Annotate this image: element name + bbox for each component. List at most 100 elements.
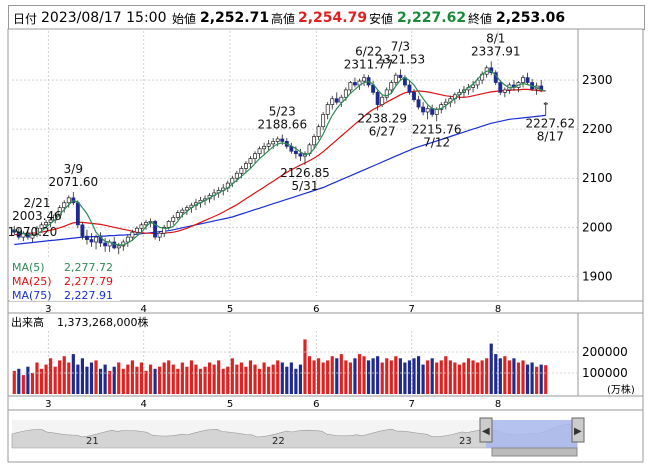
volume-bar [26,366,30,394]
volume-bar [444,356,448,394]
volume-bar [539,364,543,394]
volume-bar [67,362,71,394]
volume-bar [235,364,239,394]
low-value: 2,227.62 [397,10,467,26]
price-annotation: 2311.77 [344,57,394,71]
candle-body [443,101,448,105]
volume-bar [503,356,507,394]
chevron-right-icon: ▶ [574,426,582,437]
candle-body [398,74,403,78]
price-annotation: 2227.62 [525,117,575,131]
navigator-left-handle[interactable] [479,417,493,443]
price-annotation: 2337.91 [471,44,521,58]
candle-body [316,126,321,137]
candle-body [253,153,257,159]
candle-body [348,82,353,91]
volume-bar [117,362,121,394]
price-annotation: 1970.20 [8,225,58,239]
candle-body [412,91,416,101]
navigator-selection[interactable] [486,420,577,448]
month-label: 6 [313,304,319,315]
ma-legend: MA(5) 2,277.72 MA(25) 2,277.79 MA(75) 2,… [10,259,120,302]
volume-bar [494,354,498,394]
volume-bar [466,358,471,394]
candle-body [48,219,53,223]
volume-bar [39,368,44,394]
navigator[interactable]: ◀ ▶ 21 22 23 [11,417,585,457]
volume-bar [130,360,134,394]
candle-body [130,231,135,238]
candle-body [271,141,276,145]
volume-bar [366,360,371,394]
candle-body [380,96,385,105]
volume-label: 出来高 [11,315,44,329]
navigator-scrollbar-thumb[interactable] [491,447,578,457]
volume-bar [35,362,39,394]
candle-body [334,98,339,103]
volume-bar [398,358,402,394]
volume-bar [330,356,334,394]
volume-bar [167,360,171,394]
volume-bar [403,362,407,394]
volume-bar [521,360,525,394]
candle-body [25,232,30,238]
candle-body [230,177,235,184]
open-value: 2,252.71 [200,10,270,26]
volume-bar [535,366,539,394]
volume-bar [153,368,157,394]
volume-bar [49,358,53,394]
candle-body [85,235,89,240]
volume-bar [407,360,412,394]
candle-body [266,143,271,147]
candle-body [262,145,267,150]
volume-bar [457,364,462,394]
volume-bar [507,360,511,394]
volume-bar [217,360,221,394]
volume-bar [280,362,284,394]
volume-bar [348,362,352,394]
volume-bar [135,366,139,394]
volume-bar [480,360,484,394]
price-annotation: 5/23 [269,105,296,119]
legend-background [10,259,120,301]
candle-body [298,153,303,157]
volume-bar [271,364,275,394]
volume-month-label: 8 [495,399,501,410]
navigator-right-handle[interactable] [571,417,585,443]
volume-bar [462,362,466,394]
candle-body [44,222,49,226]
legend-ma5-name: MA(5) [12,261,45,274]
volume-bar [226,366,230,394]
candle-body [362,77,366,82]
candle-body [75,202,80,226]
volume-bar [430,358,434,394]
volume-bar [321,362,325,394]
volume-bar [248,360,253,394]
candle-body [125,236,130,243]
candle-body [525,77,530,83]
price-annotation: 2071.60 [49,175,99,189]
candle-body [239,168,244,174]
price-annotation: 5/31 [292,179,319,193]
volume-bar [189,360,194,394]
volume-bar [267,366,271,394]
volume-bar [30,373,35,394]
price-annotation: 2238.29 [357,111,407,125]
price-annotation: 6/27 [369,124,396,138]
candle-body [39,224,44,229]
volume-bar [298,364,303,394]
price-annotation: 2126.85 [280,166,330,180]
navigator-label-22: 22 [272,436,285,447]
price-annotation: 2003.46 [12,209,62,223]
price-panel-frame [7,28,644,302]
volume-bar [435,362,439,394]
volume-bar [394,356,398,394]
volume-bar [516,362,521,394]
volume-bar [362,356,366,394]
candle-body [502,89,507,93]
candle-body [389,82,394,91]
candle-body [153,221,158,238]
volume-bar [448,360,452,394]
volume-bar [103,364,107,394]
